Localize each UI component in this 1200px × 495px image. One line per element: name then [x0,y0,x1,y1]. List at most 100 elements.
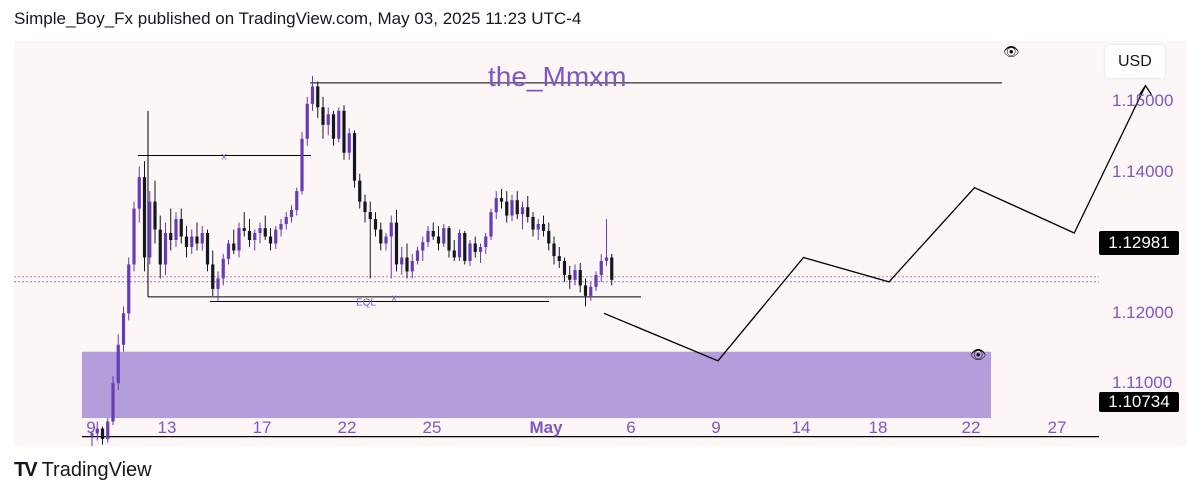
candle-body [274,229,278,244]
candle-body [310,86,315,104]
candle-body [195,236,199,244]
candle-body [599,260,603,275]
candle-body [489,212,493,237]
date-label-6: 6 [626,418,636,437]
candle-body [379,229,383,244]
candle-body [515,200,519,215]
candle-body [536,223,540,230]
candle-body [331,114,336,139]
eye-icon[interactable]: 👁 [970,347,987,362]
candle-body [578,270,582,286]
candle-body [494,198,498,213]
date-label-25: 25 [422,418,442,437]
candle-body [484,236,488,247]
eye-icon[interactable]: 👁 [1003,44,1020,59]
footer-brand-label: TradingView [41,459,152,481]
candle-body [237,228,241,251]
candle-body [337,110,341,139]
candle-body [216,278,220,289]
candle-body [305,103,309,139]
footer-brand[interactable]: TV TradingView [14,459,152,482]
candle-body [263,228,267,237]
candle-body [347,133,351,153]
candle-body [226,243,231,259]
candle-body [510,200,514,216]
currency-button[interactable]: USD [1105,45,1165,78]
upper-x-label: x [222,152,227,163]
candle-body [557,256,561,261]
candle-body [200,233,204,244]
date-label-22: 22 [337,418,357,437]
candle-body [436,236,441,244]
date-label-18: 18 [868,418,888,437]
candle-body [363,201,367,213]
date-label-17: 17 [252,418,272,437]
candle-body [284,216,288,224]
candle-body [405,257,409,272]
publisher-header: Simple_Boy_Fx published on TradingView.c… [14,9,582,28]
price-label-112: 1.12000 [1112,303,1174,322]
tradingview-logo-icon: TV [14,459,38,481]
candle-body [148,201,152,258]
candle-body [289,209,294,217]
candle-body [106,421,110,440]
candle-body [137,177,141,209]
candle-body [358,180,362,202]
candle-body [415,250,420,261]
candle-body [326,114,330,125]
candle-body [253,233,257,241]
candle-body [247,230,252,241]
candle-body [169,233,173,241]
candle-body [258,228,262,234]
candle-body [121,313,126,345]
candle-body [526,207,530,217]
candle-body [499,198,504,202]
candle-body [468,243,472,261]
candle-body [300,138,304,192]
date-label-13: 13 [157,418,177,437]
candle-body [583,285,588,296]
candle-body [426,230,430,243]
candle-body [547,230,551,244]
price-label-111: 1.11000 [1112,373,1173,392]
candle-body [111,383,115,422]
sweep-x-label: x [392,293,397,304]
candle-body [279,223,283,230]
date-label-22b: 22 [961,418,981,437]
date-label-may: May [529,418,563,437]
candle-body [205,233,210,265]
chart-area[interactable]: x EQL x [14,41,1187,446]
candle-body [531,216,535,230]
candle-body [95,428,99,434]
date-label-9: 9 [86,418,96,437]
candle-body [520,207,525,215]
candle-body [321,107,325,125]
candle-body [100,428,105,440]
candle-body [352,133,357,181]
date-label-9b: 9 [711,418,721,437]
candle-body [447,228,451,251]
current-price-tag: 1.12981 [1099,231,1179,255]
candle-body [442,228,446,244]
date-label-27: 27 [1047,418,1067,437]
candle-body [573,270,577,280]
candle-body [562,260,567,275]
demand-zone [82,351,991,419]
candle-body [589,286,593,296]
candle-body [610,257,614,280]
price-label-114: 1.14000 [1112,162,1174,181]
chart-annotation[interactable]: the_Mmxm [488,61,627,92]
price-label-115: 1.15000 [1112,91,1174,110]
candle-body [295,191,299,210]
candle-body [158,229,162,265]
projection-path [603,85,1147,362]
candle-body [190,236,194,247]
candle-body [368,212,372,220]
candle-body [153,201,157,230]
candle-body [431,230,435,237]
date-label-14: 14 [791,418,811,437]
candle-body [174,219,178,241]
candle-body [394,222,399,265]
candle-body [268,236,273,244]
price-chart[interactable]: x EQL x [14,41,1187,446]
